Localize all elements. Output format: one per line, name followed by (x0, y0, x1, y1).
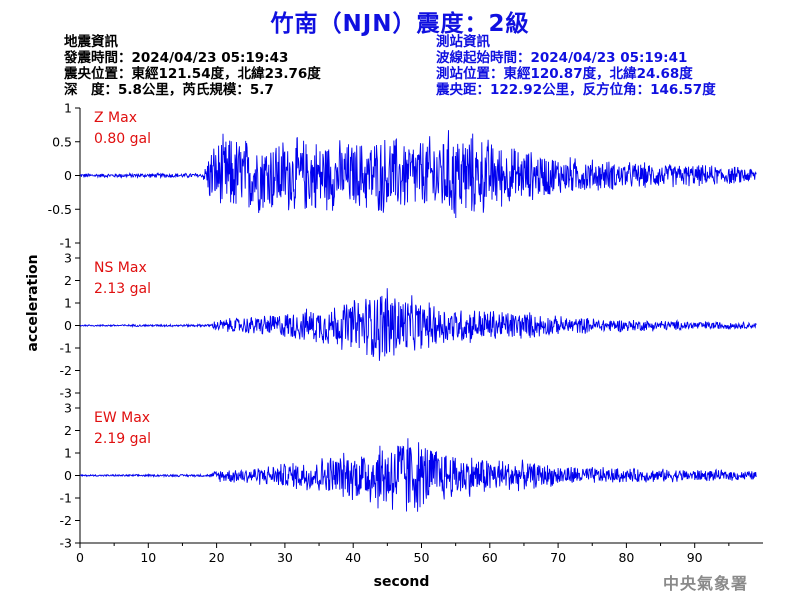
ew-y-tick-label: 0 (64, 468, 72, 483)
x-tick-label: 90 (687, 550, 703, 565)
ew-y-tick-label: 2 (64, 423, 72, 438)
wave-start-time: 波線起始時間：2024/04/23 05:19:41 (436, 50, 688, 66)
z-max-value: 0.80 gal (94, 131, 151, 147)
depth-magnitude: 深 度：5.8公里，芮氏規模：5.7 (64, 82, 274, 98)
station-location: 測站位置：東經120.87度，北緯24.68度 (436, 66, 693, 82)
ew-y-tick-label: 1 (64, 446, 72, 461)
ns-y-tick-label: -2 (60, 363, 72, 378)
station-info-block: 測站資訊 波線起始時間：2024/04/23 05:19:41 測站位置：東經1… (436, 34, 716, 98)
page-title: 竹南（NJN）震度：2級 (270, 11, 530, 37)
ew-y-tick-label: 3 (64, 401, 72, 416)
x-tick-label: 0 (76, 550, 84, 565)
x-tick-label: 10 (140, 550, 156, 565)
z-y-tick-label: 1 (64, 101, 72, 116)
earthquake-info-block: 地震資訊 發震時間：2024/04/23 05:19:43 震央位置：東經121… (64, 34, 321, 98)
ns-y-tick-label: 1 (64, 296, 72, 311)
ns-waveform-line (79, 288, 757, 361)
y-axis-title: acceleration (25, 254, 41, 351)
ns-y-tick-label: 0 (64, 318, 72, 333)
epicentral-distance-azimuth: 震央距：122.92公里，反方位角：146.57度 (436, 82, 716, 98)
x-tick-label: 40 (345, 550, 361, 565)
ns-y-tick-label: 3 (64, 251, 72, 266)
z-y-tick-label: 0.5 (52, 134, 72, 149)
z-waveform-line (79, 130, 757, 219)
ew-y-tick-label: -1 (60, 491, 72, 506)
x-tick-label: 60 (482, 550, 498, 565)
ew-y-tick-label: -2 (60, 513, 72, 528)
station-info-heading: 測站資訊 (436, 34, 490, 50)
ew-y-tick-label: -3 (60, 536, 72, 551)
ew-waveform-line (79, 438, 757, 512)
earthquake-info-heading: 地震資訊 (64, 34, 118, 50)
x-tick-label: 20 (209, 550, 225, 565)
agency-watermark: 中央氣象署 (662, 574, 748, 593)
z-y-tick-label: -1 (60, 236, 72, 251)
z-y-tick-label: 0 (64, 168, 72, 183)
epicenter-location: 震央位置：東經121.54度，北緯23.76度 (64, 66, 321, 82)
x-tick-label: 30 (277, 550, 293, 565)
x-tick-label: 50 (414, 550, 430, 565)
ew-max-label: EW Max (94, 410, 150, 426)
z-max-label: Z Max (94, 110, 137, 126)
ew-max-value: 2.19 gal (94, 431, 151, 447)
ns-max-label: NS Max (94, 260, 147, 276)
x-tick-label: 80 (618, 550, 634, 565)
ns-y-tick-label: -1 (60, 341, 72, 356)
ns-y-tick-label: 2 (64, 273, 72, 288)
ns-max-value: 2.13 gal (94, 281, 151, 297)
x-tick-label: 70 (550, 550, 566, 565)
ns-y-tick-label: -3 (60, 386, 72, 401)
z-y-tick-label: -0.5 (48, 202, 72, 217)
x-axis-title: second (374, 574, 430, 590)
origin-time: 發震時間：2024/04/23 05:19:43 (64, 50, 289, 66)
